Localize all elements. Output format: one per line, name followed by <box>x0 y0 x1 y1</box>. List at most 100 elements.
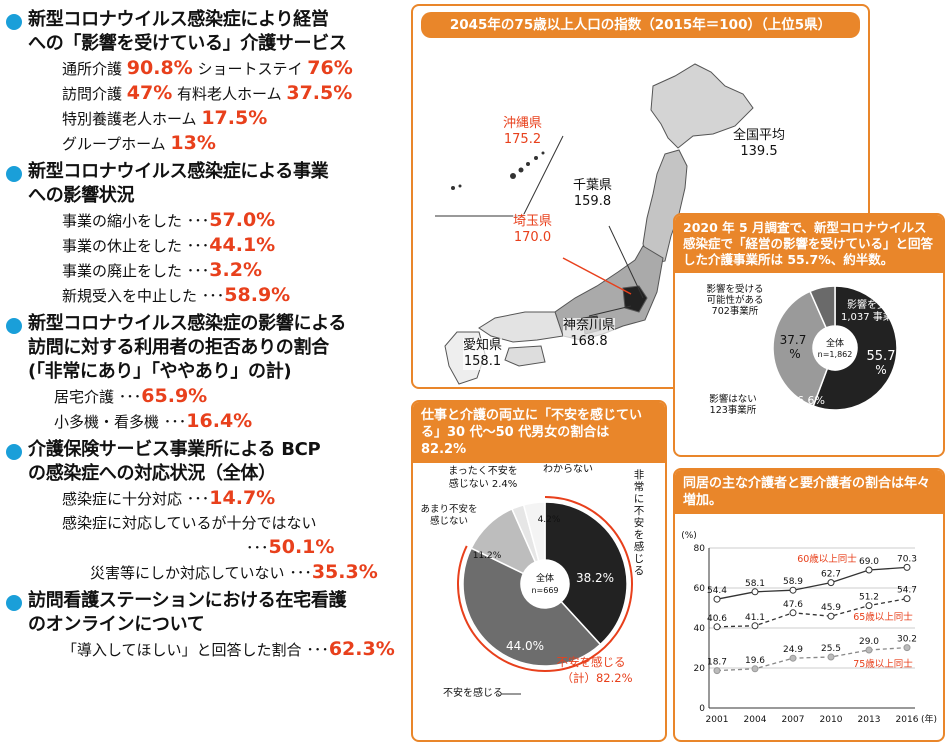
line-point <box>713 667 721 675</box>
stat-row: 「導入してほしい」と回答した割合 ･･･62.3% <box>62 637 406 662</box>
map-label-name: 愛知県 <box>463 338 503 353</box>
bullet-section: 新型コロナウイルス感染症による事業 への影響状況 事業の縮小をした ･･･57.0%… <box>6 160 406 308</box>
donut2-slice-1 <box>462 547 602 667</box>
line-ytick: 40 <box>694 624 706 634</box>
stat-row: 感染症に十分対応 ･･･14.7% <box>62 486 406 511</box>
stat-label: 災害等にしか対応していない ･･･ <box>90 564 312 582</box>
donut2-label-somewhat: 不安を感じる <box>443 686 503 699</box>
map-label-value: 159.8 <box>573 194 612 209</box>
work-care-anxiety-title: 仕事と介護の両立に「不安を感じている」30 代〜50 代男女の割合は 82.2% <box>413 402 665 463</box>
section-heading: 訪問に対する利用者の拒否ありの割合 <box>28 337 329 358</box>
map-label-4: 神奈川県 168.8 <box>563 318 616 350</box>
line-value-label: 54.7 <box>897 586 917 596</box>
stat-row: 訪問介護 47% 有料老人ホーム 37.5% <box>62 81 406 106</box>
line-point <box>865 566 873 574</box>
line-ytick: 0 <box>699 704 705 714</box>
line-ytick: 20 <box>694 664 706 674</box>
line-value-label: 41.1 <box>745 613 765 623</box>
stat-label: 居宅介護 ･･･ <box>54 388 142 406</box>
line-value-label: 18.7 <box>707 658 727 668</box>
donut2-pct-little: 11.2% <box>473 551 502 561</box>
chiba-leader <box>608 225 644 299</box>
donut2-label-little: 感じない <box>430 515 468 527</box>
line-xtick: 2001 <box>706 715 729 725</box>
donut1-label-affected-count: 1,037 事業所 <box>841 310 903 323</box>
okinawa-inset-border <box>435 135 564 217</box>
stat-label: 感染症に十分対応 ･･･ <box>62 490 210 508</box>
stat-label: 「導入してほしい」と回答した割合 ･･･ <box>62 641 329 659</box>
donut2-label-very-char: 不 <box>634 505 645 517</box>
bullet-dot-icon <box>6 595 22 611</box>
donut2-pct-unknown: 4.2% <box>538 515 561 525</box>
stat-label: 感染症に対応しているが十分ではない <box>62 514 317 532</box>
donut2-center-n: n=669 <box>531 586 558 595</box>
line-series-label-65: 65歳以上同士 <box>853 611 913 623</box>
line-xtick: 2004 <box>744 715 767 725</box>
kanagawa-leader <box>588 305 632 317</box>
donut2-label-very-char: を <box>634 529 645 541</box>
donut2-pct-somewhat: 44.0% <box>506 639 544 653</box>
stat-label: 有料老人ホーム <box>172 85 287 103</box>
line-value-label: 25.5 <box>821 644 841 654</box>
donut1-label-possible: 影響を受ける <box>706 283 763 295</box>
caregiver-age-title: 同居の主な介護者と要介護者の割合は年々増加。 <box>675 470 943 514</box>
caregiver-age-line-chart: (%) 0 20 40 60 80 2001 2004 2007 2010 2013 2016 (年) 5… <box>681 531 937 725</box>
section-heading: の感染症への対応状況（全体） <box>28 463 276 484</box>
donut2-label-not: まったく不安を <box>448 464 518 477</box>
donut1-center-label: 全体 <box>826 337 844 349</box>
donut2-label-little: あまり不安を <box>420 503 477 515</box>
stat-value: 57.0% <box>209 209 276 231</box>
line-value-label: 54.4 <box>707 586 727 596</box>
stat-label: 小多機・看多機 ･･･ <box>54 413 187 431</box>
donut2-label-very-char: に <box>634 493 645 505</box>
donut2-center-label: 全体 <box>536 572 554 584</box>
stat-value: 13% <box>170 132 216 154</box>
line-point <box>789 654 797 662</box>
stat-label: 事業の廃止をした ･･･ <box>62 262 210 280</box>
map-label-name: 埼玉県 <box>513 214 553 229</box>
donut1-pct-affected-sign: % <box>875 363 886 377</box>
section-heading: 新型コロナウイルス感染症による事業 <box>28 161 329 182</box>
section-heading: への影響状況 <box>28 185 135 206</box>
business-impact-panel: 2020 年 5 月調査で、新型コロナウイルス感染症で「経営の影響を受けている」… <box>673 213 945 457</box>
stat-value: 76% <box>307 57 353 79</box>
map-label-value: 175.2 <box>503 132 542 147</box>
map-label-name: 全国平均 <box>733 128 786 143</box>
caregiver-age-panel: 同居の主な介護者と要介護者の割合は年々増加。 (%) 0 20 40 60 80 2001 2… <box>673 468 945 742</box>
section-heading: への「影響を受けている」介護サービス <box>28 33 347 54</box>
donut2-center <box>521 560 569 608</box>
business-impact-title: 2020 年 5 月調査で、新型コロナウイルス感染症で「経営の影響を受けている」… <box>675 215 943 273</box>
line-value-label: 58.9 <box>783 577 803 587</box>
line-xtick: 2010 <box>820 715 843 725</box>
line-point <box>865 602 873 610</box>
line-xtick: 2016 <box>896 715 919 725</box>
stat-row: グループホーム 13% <box>62 131 406 156</box>
japan-map <box>435 63 754 385</box>
stat-label: 通所介護 <box>62 60 127 78</box>
line-value-label: 45.9 <box>821 603 841 613</box>
stat-row: 感染症に対応しているが十分ではない <box>62 511 406 535</box>
okinawa-islands <box>451 151 545 190</box>
donut1-center-n: n=1,862 <box>818 350 853 359</box>
line-point <box>903 563 911 571</box>
stat-value: 35.3% <box>311 561 378 583</box>
line-value-label: 40.6 <box>707 614 727 624</box>
donut1-label-affected: 影響を受けている <box>847 298 927 311</box>
line-value-label: 70.3 <box>897 554 917 564</box>
line-value-label: 24.9 <box>783 645 803 655</box>
map-label-name: 千葉県 <box>573 178 613 193</box>
line-point <box>751 665 759 673</box>
hokkaido <box>650 63 754 149</box>
map-label-name: 沖縄県 <box>503 116 543 131</box>
stat-row: 通所介護 90.8% ショートステイ 76% <box>62 56 406 81</box>
stat-row: 事業の廃止をした ･･･3.2% <box>62 258 406 283</box>
donut1-pct-affected: 55.7 <box>867 349 896 364</box>
donut2-label-very-char: じ <box>634 553 645 565</box>
bullet-section: 新型コロナウイルス感染症の影響による 訪問に対する利用者の拒否ありの割合 (「非常に… <box>6 312 406 434</box>
chugoku-kinki <box>478 311 564 343</box>
donut2-label-unknown: わからない <box>543 464 593 475</box>
map-label-1: 全国平均 139.5 <box>733 128 786 160</box>
stat-value: 65.9% <box>141 385 208 407</box>
bullet-section: 新型コロナウイルス感染症により経営 への「影響を受けている」介護サービス 通所介護 … <box>6 8 406 156</box>
